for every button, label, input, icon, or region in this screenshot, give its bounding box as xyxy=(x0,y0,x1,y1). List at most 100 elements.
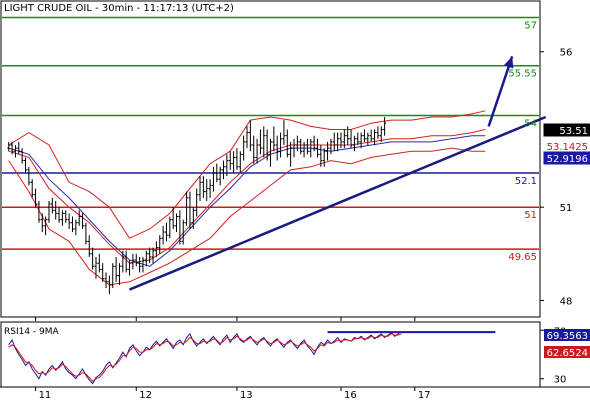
bollinger-middle-line xyxy=(8,129,486,264)
level-label: 55.55 xyxy=(508,69,537,80)
level-label: 51 xyxy=(524,210,537,221)
level-labels: 57 55.55 54 52.1 51 49.65 xyxy=(508,21,537,264)
ohlc-bar xyxy=(64,210,68,223)
ohlc-bar xyxy=(117,263,121,285)
rsi-badge-label: 69.3563 xyxy=(547,331,588,342)
ohlc-bar xyxy=(17,141,21,155)
ohlc-bar xyxy=(322,148,326,167)
x-tick-label: 16 xyxy=(344,390,357,400)
ohlc-bar xyxy=(292,138,296,158)
price-tick-label: 48 xyxy=(560,296,573,307)
ohlc-bar xyxy=(148,247,152,264)
ohlc-bar xyxy=(185,191,189,226)
x-tick-label: 13 xyxy=(240,390,253,400)
ohlc-bar xyxy=(305,138,309,155)
price-bars xyxy=(7,117,387,295)
ohlc-bar xyxy=(57,207,61,223)
ohlc-bar xyxy=(275,135,279,161)
ohlc-bar xyxy=(309,138,313,158)
ohlc-bar xyxy=(124,250,128,273)
ohlc-bar xyxy=(339,132,343,149)
price-badge-box xyxy=(543,151,590,165)
ohlc-bar xyxy=(302,141,306,158)
ohlc-bar xyxy=(362,129,366,142)
ohlc-bar xyxy=(366,132,370,146)
ohlc-bar xyxy=(232,151,236,173)
ohlc-bar xyxy=(50,197,54,214)
ohlc-bar xyxy=(352,135,356,152)
ohlc-bar xyxy=(248,120,252,152)
ohlc-bar xyxy=(383,117,387,136)
ohlc-bar xyxy=(10,141,14,155)
x-ticks: 11 12 13 16 17 xyxy=(35,317,431,400)
ohlc-bar xyxy=(188,191,192,229)
ohlc-bar xyxy=(151,247,155,264)
bollinger-bands xyxy=(8,110,486,286)
rsi-title: RSI14 - 9MA xyxy=(4,327,60,337)
ohlc-bar xyxy=(91,247,95,270)
ohlc-bar xyxy=(74,219,78,236)
ohlc-bar xyxy=(262,126,266,158)
ohlc-bar xyxy=(40,213,44,233)
ohlc-bar xyxy=(23,157,27,173)
ohlc-bar xyxy=(77,210,81,226)
moving-average-line xyxy=(8,135,486,267)
ohlc-bar xyxy=(329,138,333,155)
ohlc-bar xyxy=(34,188,38,208)
ohlc-bar xyxy=(141,256,145,273)
ohlc-bar xyxy=(97,253,101,273)
ohlc-bar xyxy=(154,241,158,257)
ohlc-bar xyxy=(198,176,202,201)
rsi-badges: 69.3563 62.6524 xyxy=(544,329,590,359)
rsi-ma-line xyxy=(8,333,402,382)
ohlc-bar xyxy=(215,163,219,183)
ohlc-bar xyxy=(242,135,246,161)
ohlc-bar xyxy=(158,235,162,254)
ohlc-bar xyxy=(104,272,108,289)
ohlc-bar xyxy=(228,151,232,170)
ohlc-bar xyxy=(222,160,226,180)
ohlc-bar xyxy=(269,138,272,167)
ohlc-bar xyxy=(272,126,276,152)
price-badge-box xyxy=(543,123,590,137)
ohlc-bar xyxy=(70,216,74,233)
ohlc-bar xyxy=(376,126,380,139)
rsi-badge-box xyxy=(544,346,590,358)
trendline-group xyxy=(129,56,547,291)
ohlc-bar xyxy=(359,132,363,149)
ohlc-bar xyxy=(111,263,115,289)
ohlc-bar xyxy=(178,210,182,245)
projection-arrow-head xyxy=(503,56,514,69)
ohlc-bar xyxy=(168,216,172,239)
price-badge-label: 53.51 xyxy=(559,126,588,137)
ohlc-bar xyxy=(295,135,299,152)
ohlc-bar xyxy=(44,216,48,236)
ohlc-bar xyxy=(205,179,209,201)
rsi-lines xyxy=(8,331,496,385)
ohlc-bar xyxy=(282,120,286,146)
ohlc-bar xyxy=(255,138,259,164)
ohlc-bar xyxy=(107,275,111,295)
ohlc-bar xyxy=(346,126,350,146)
ohlc-bar xyxy=(319,145,323,167)
level-label: 57 xyxy=(524,21,537,32)
ohlc-bar xyxy=(289,141,293,167)
projection-arrow-shaft xyxy=(487,56,514,127)
ohlc-bar xyxy=(312,135,316,152)
ohlc-bar xyxy=(258,129,262,155)
price-badge-label: 52.9196 xyxy=(547,154,588,165)
ohlc-bar xyxy=(171,207,175,229)
price-badge-label: 53.1425 xyxy=(547,142,588,153)
ohlc-bar xyxy=(208,179,212,198)
ohlc-bar xyxy=(138,256,142,273)
support-trendline xyxy=(129,115,547,291)
ohlc-bar xyxy=(211,166,215,192)
ohlc-bar xyxy=(121,250,125,273)
ohlc-bar xyxy=(326,141,330,161)
ohlc-bar xyxy=(84,222,88,245)
ohlc-bar xyxy=(47,200,51,223)
ohlc-bar xyxy=(13,145,17,158)
ohlc-bar xyxy=(369,129,373,142)
ohlc-bar xyxy=(94,256,98,279)
